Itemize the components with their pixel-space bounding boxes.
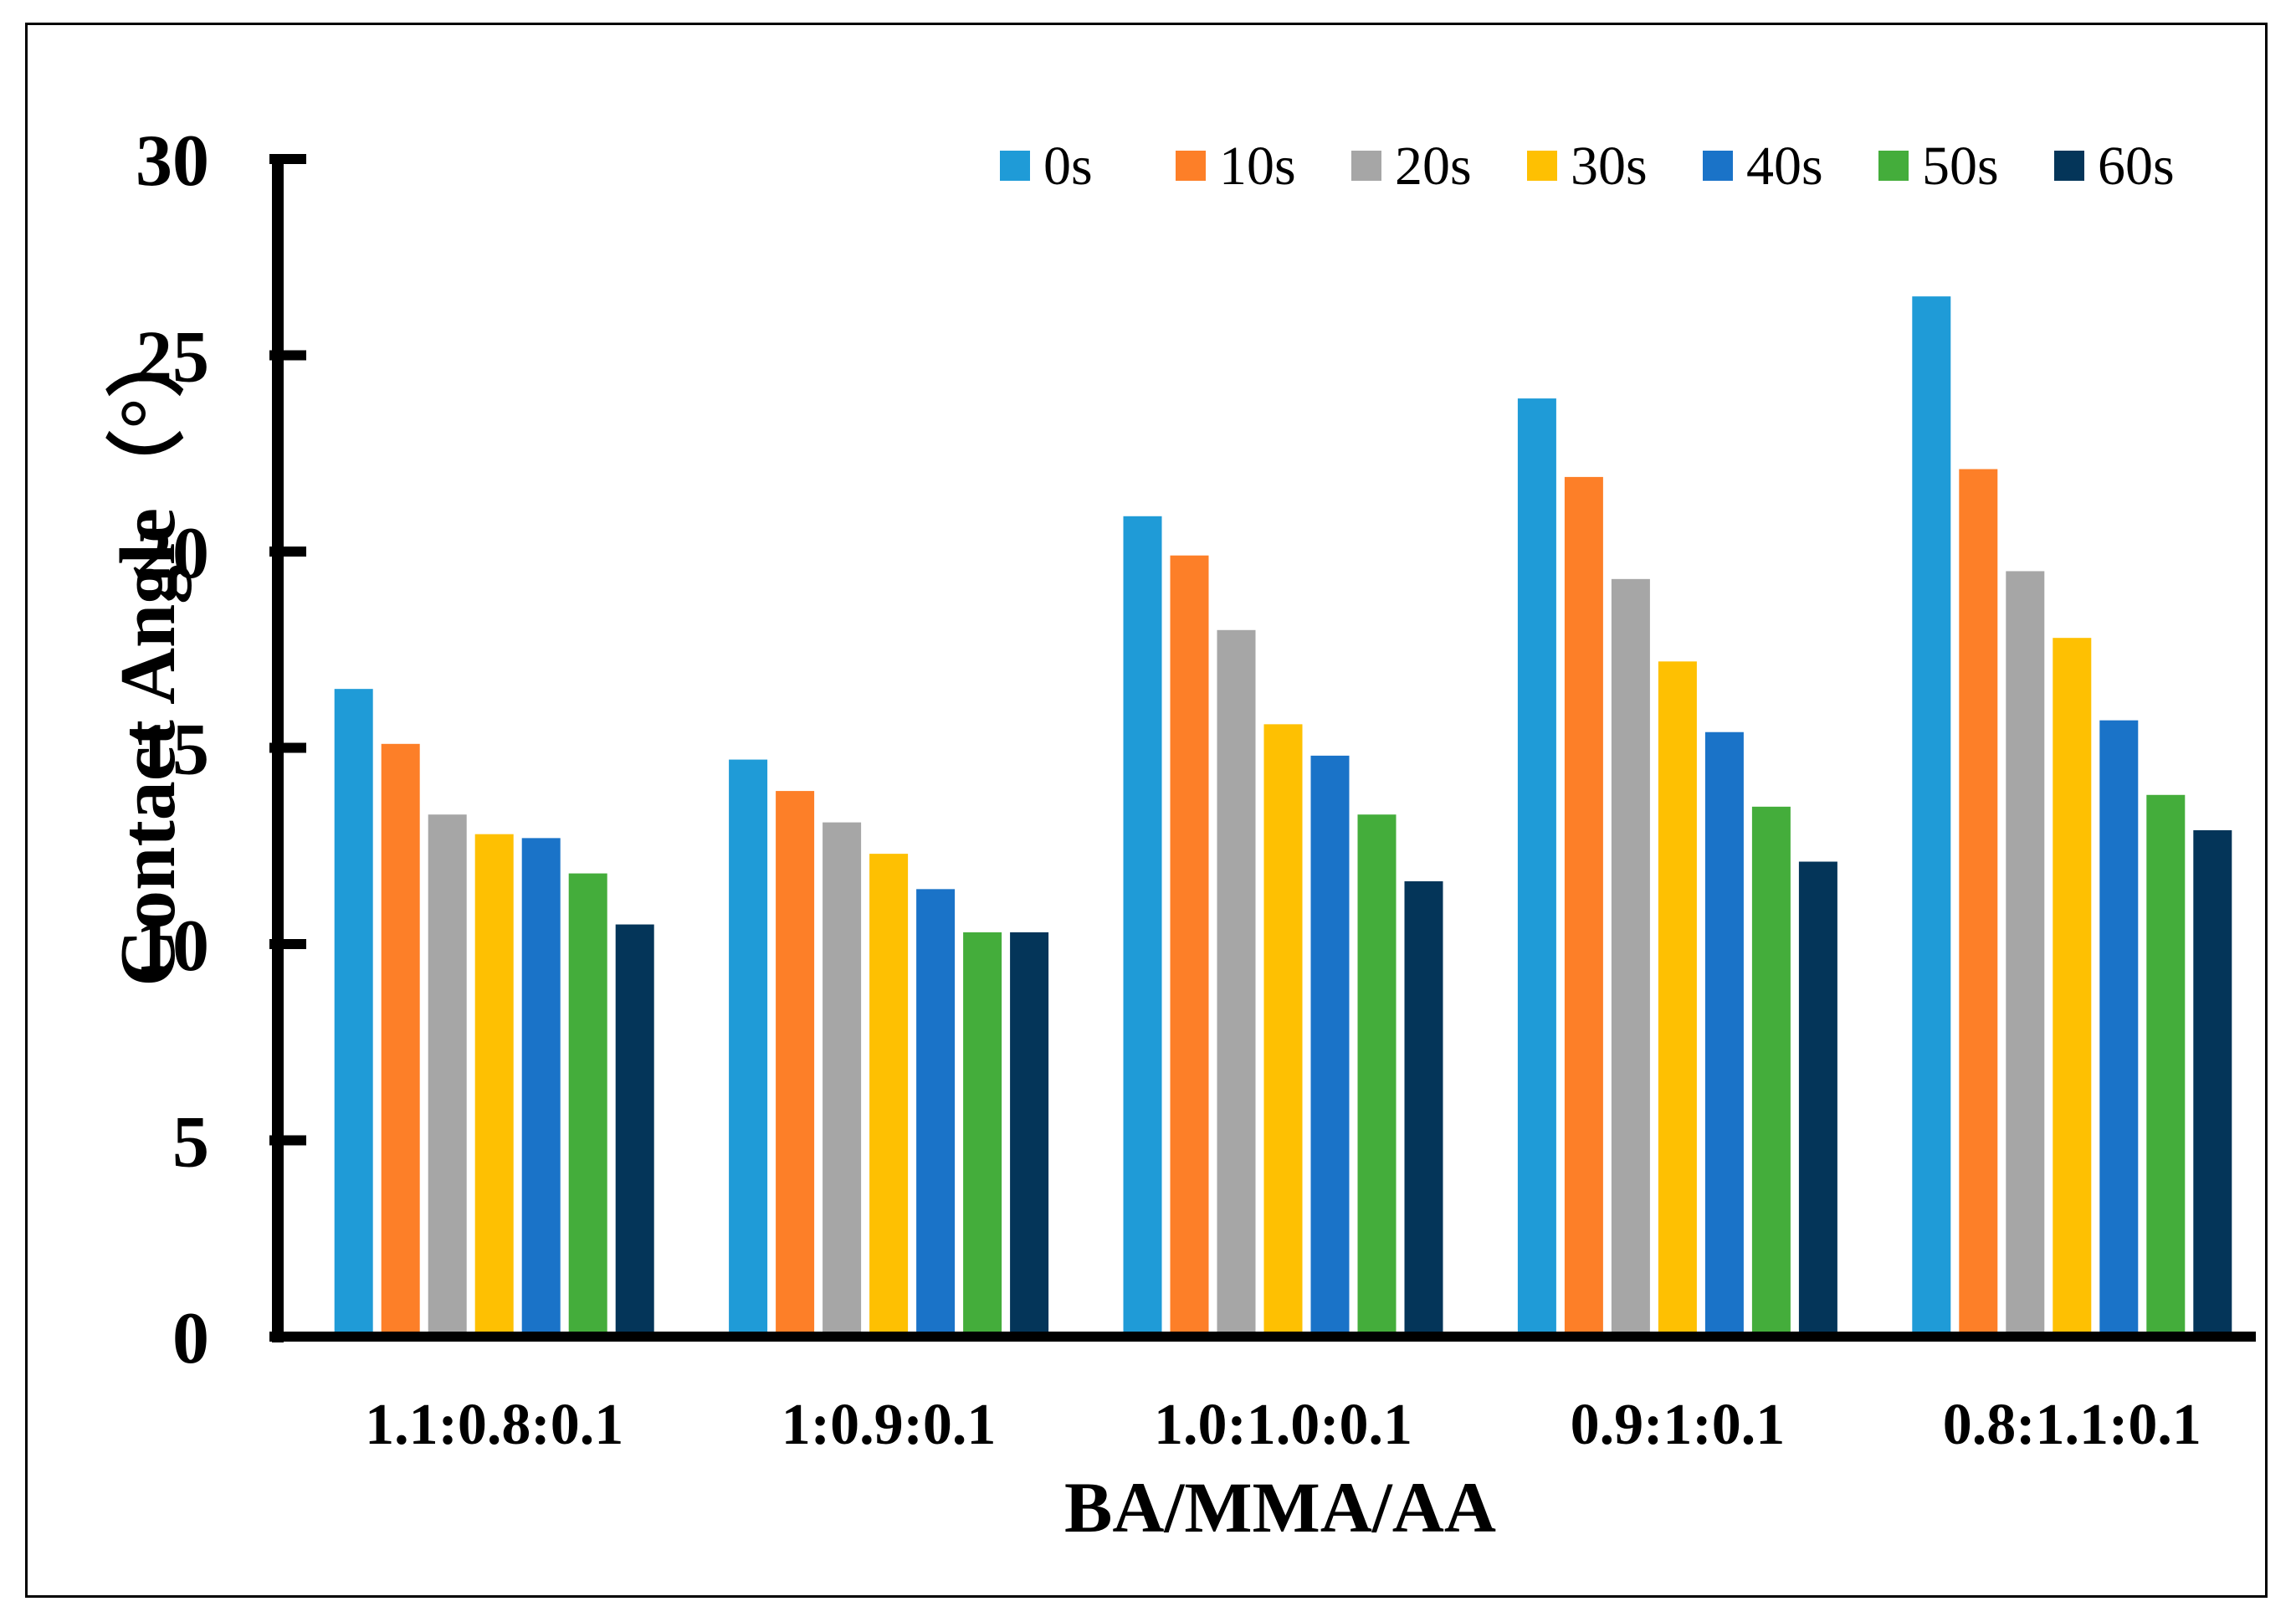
bar-60s-1 [615, 924, 654, 1337]
bar-50s-1 [568, 873, 607, 1337]
bar-20s-4 [1611, 578, 1650, 1337]
bar-10s-2 [776, 791, 815, 1337]
legend-label-0s: 0s [1043, 136, 1093, 197]
y-tick-label: 10 [136, 906, 209, 987]
bar-30s-5 [2053, 638, 2092, 1337]
bar-60s-3 [1404, 880, 1443, 1337]
legend-label-30s: 30s [1571, 136, 1648, 197]
bar-10s-5 [1959, 469, 1998, 1337]
bar-0s-3 [1123, 516, 1162, 1337]
legend-swatch-20s [1351, 151, 1381, 181]
legend-swatch-10s [1176, 151, 1206, 181]
x-tick-label: 1.1:0.8:0.1 [365, 1393, 623, 1457]
bar-40s-2 [916, 889, 956, 1337]
bar-50s-2 [963, 932, 1002, 1337]
bar-0s-5 [1912, 296, 1951, 1337]
y-tick-label: 0 [172, 1298, 209, 1379]
x-tick-label: 0.8:1.1:0.1 [1943, 1393, 2201, 1457]
y-tick-label: 30 [136, 121, 209, 202]
bar-20s-5 [2006, 571, 2045, 1337]
bar-50s-3 [1357, 814, 1397, 1337]
legend-swatch-40s [1703, 151, 1733, 181]
bar-60s-5 [2193, 829, 2232, 1337]
x-tick-label: 1:0.9:0.1 [782, 1393, 997, 1457]
bar-30s-2 [869, 854, 909, 1337]
bar-30s-3 [1263, 724, 1303, 1337]
x-axis-title: BA/MMA/AA [1064, 1467, 1496, 1548]
legend-swatch-60s [2054, 151, 2084, 181]
x-tick-label: 1.0:1.0:0.1 [1154, 1393, 1412, 1457]
legend-label-10s: 10s [1219, 136, 1296, 197]
bar-30s-1 [474, 834, 514, 1337]
legend-label-50s: 50s [1922, 136, 1999, 197]
bar-60s-2 [1010, 932, 1049, 1337]
bar-50s-5 [2146, 794, 2186, 1337]
legend-label-20s: 20s [1395, 136, 1472, 197]
legend-label-40s: 40s [1746, 136, 1823, 197]
bar-60s-4 [1798, 861, 1837, 1337]
bar-30s-4 [1658, 661, 1697, 1337]
y-tick-label: 25 [136, 317, 209, 398]
bar-10s-1 [381, 743, 420, 1337]
legend-swatch-30s [1527, 151, 1557, 181]
x-tick-labels: 1.1:0.8:0.1 1:0.9:0.1 1.0:1.0:0.1 0.9:1:0.1… [365, 1393, 2201, 1457]
bar-40s-5 [2099, 720, 2139, 1337]
bar-40s-4 [1704, 731, 1744, 1337]
x-tick-label: 0.9:1:0.1 [1571, 1393, 1786, 1457]
y-tick-label: 20 [136, 513, 209, 594]
bars-layer [334, 296, 2232, 1337]
bar-50s-4 [1751, 806, 1791, 1337]
bar-20s-3 [1217, 629, 1256, 1337]
bar-20s-1 [428, 814, 467, 1337]
y-tick-label: 5 [172, 1102, 209, 1183]
bar-40s-1 [521, 838, 561, 1337]
bar-0s-1 [334, 689, 373, 1337]
bar-0s-4 [1517, 398, 1556, 1337]
bar-10s-3 [1170, 555, 1209, 1337]
y-ticks: 0 5 10 15 20 25 30 [136, 121, 306, 1379]
bar-20s-2 [823, 822, 862, 1337]
legend-swatch-50s [1878, 151, 1909, 181]
bar-40s-3 [1310, 755, 1350, 1337]
bar-0s-2 [729, 759, 768, 1337]
legend-label-60s: 60s [2098, 136, 2175, 197]
y-tick-label: 15 [136, 710, 209, 791]
legend-swatch-0s [1000, 151, 1030, 181]
legend: 0s 10s 20s 30s 40s 50s 60s [1000, 136, 2175, 197]
y-axis-title: Contact Angle（°） [105, 319, 192, 986]
bar-10s-4 [1564, 476, 1603, 1337]
